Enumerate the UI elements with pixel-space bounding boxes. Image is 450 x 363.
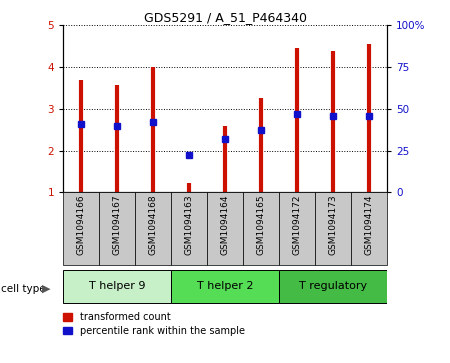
Text: ▶: ▶ — [42, 284, 51, 294]
Bar — [207, 192, 243, 265]
Text: GSM1094163: GSM1094163 — [184, 195, 194, 255]
Bar — [315, 192, 351, 265]
Text: cell type: cell type — [1, 284, 45, 294]
Text: T helper 2: T helper 2 — [197, 281, 253, 291]
Text: T helper 9: T helper 9 — [89, 281, 145, 291]
Bar — [279, 192, 315, 265]
Bar — [63, 192, 99, 265]
Text: GSM1094168: GSM1094168 — [148, 195, 157, 255]
Text: GSM1094174: GSM1094174 — [364, 195, 373, 255]
Bar — [171, 270, 279, 303]
Text: GSM1094166: GSM1094166 — [76, 195, 86, 255]
Bar — [171, 192, 207, 265]
Text: GSM1094167: GSM1094167 — [112, 195, 122, 255]
Bar — [279, 270, 387, 303]
Bar — [135, 192, 171, 265]
Text: GSM1094172: GSM1094172 — [292, 195, 302, 255]
Bar — [243, 192, 279, 265]
Bar — [99, 192, 135, 265]
Bar — [351, 192, 387, 265]
Text: GSM1094164: GSM1094164 — [220, 195, 230, 255]
Text: GSM1094173: GSM1094173 — [328, 195, 338, 255]
Title: GDS5291 / A_51_P464340: GDS5291 / A_51_P464340 — [144, 11, 306, 24]
Text: GSM1094165: GSM1094165 — [256, 195, 266, 255]
Bar — [63, 270, 171, 303]
Text: T regulatory: T regulatory — [299, 281, 367, 291]
Legend: transformed count, percentile rank within the sample: transformed count, percentile rank withi… — [63, 312, 244, 336]
